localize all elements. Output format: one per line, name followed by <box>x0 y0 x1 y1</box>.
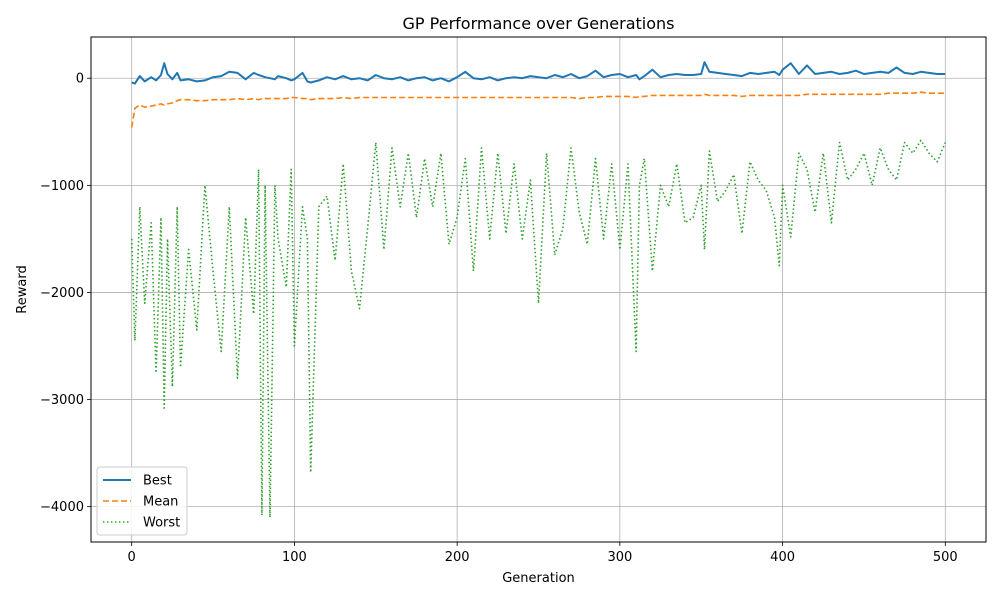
y-tick-label: 0 <box>76 72 84 87</box>
y-tick-label: −4000 <box>40 500 84 515</box>
series-line-mean <box>130 91 946 128</box>
y-tick-label: −1000 <box>40 179 84 194</box>
legend-label-best: Best <box>143 474 172 489</box>
y-tick-label: −3000 <box>40 393 84 408</box>
x-tick-label: 500 <box>933 550 958 565</box>
x-tick-label: 100 <box>282 550 307 565</box>
x-axis-label: Generation <box>502 571 575 586</box>
legend-label-mean: Mean <box>143 495 178 510</box>
series-line-best <box>131 61 946 85</box>
chart-title: GP Performance over Generations <box>403 14 675 33</box>
x-tick-label: 0 <box>128 550 136 565</box>
x-tick-label: 400 <box>770 550 795 565</box>
y-tick-label: −2000 <box>40 286 84 301</box>
series-layer <box>130 61 947 519</box>
y-axis-label: Reward <box>15 265 30 313</box>
x-tick-label: 300 <box>607 550 632 565</box>
plot-frame <box>90 36 987 543</box>
ticks: 0 100 200 300 400 500 0 −1000 −2000 −3000 −4000 <box>40 72 958 565</box>
grid <box>91 37 986 542</box>
legend: Best Mean Worst <box>96 466 188 536</box>
legend-label-worst: Worst <box>143 516 180 531</box>
legend-box <box>96 466 188 536</box>
x-tick-label: 200 <box>445 550 470 565</box>
